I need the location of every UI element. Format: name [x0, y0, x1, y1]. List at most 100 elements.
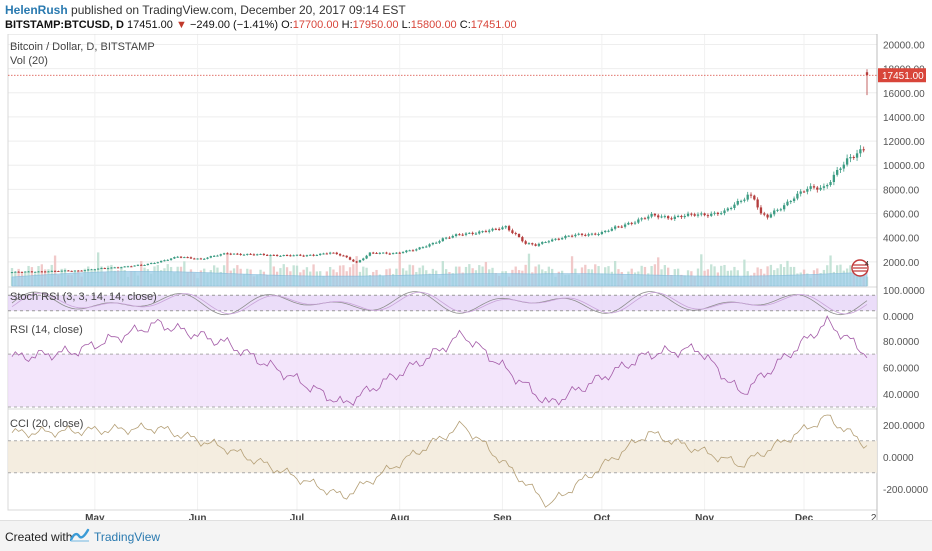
- footer: Created with TradingView: [0, 520, 932, 551]
- candle-body: [179, 256, 183, 258]
- volume-bar: [657, 257, 660, 286]
- candle-body: [90, 269, 93, 271]
- candle-body: [196, 258, 199, 260]
- candle-body: [70, 270, 73, 272]
- candle-body: [47, 271, 50, 273]
- high-label: H:: [341, 19, 353, 31]
- tradingview-brand-link[interactable]: TradingView: [94, 530, 161, 544]
- candle-body: [73, 270, 77, 272]
- candle-body: [670, 218, 673, 220]
- candle-body: [686, 213, 690, 216]
- candle-body: [395, 252, 398, 254]
- tradingview-logo-icon[interactable]: [70, 527, 90, 543]
- candle-body: [789, 201, 792, 203]
- candle-body: [494, 228, 497, 230]
- candle-body: [488, 230, 491, 232]
- candle-body: [497, 228, 501, 230]
- candle-body: [266, 254, 269, 256]
- candle-body: [653, 213, 657, 216]
- candle-body: [514, 233, 517, 235]
- candle-body: [140, 264, 143, 266]
- candle-body: [507, 226, 511, 231]
- candle-body: [269, 254, 272, 256]
- candle-body: [378, 252, 382, 254]
- candle-body: [398, 252, 401, 254]
- candle-body: [749, 194, 753, 196]
- candle-body: [726, 208, 729, 211]
- candle-body: [600, 231, 604, 235]
- candle-body: [613, 226, 617, 229]
- candle-body: [299, 254, 302, 256]
- candle-body: [226, 253, 229, 255]
- candle-body: [481, 231, 484, 233]
- candle-body: [733, 204, 736, 208]
- candle-body: [431, 242, 435, 245]
- low-value: 15800.00: [410, 19, 457, 31]
- candle-body: [640, 218, 643, 220]
- candle-body: [375, 252, 378, 254]
- candle-body: [322, 253, 325, 255]
- volume-ma-area: [11, 271, 868, 287]
- candle-body: [537, 243, 541, 246]
- volume-bar: [700, 254, 703, 286]
- stoch-band: [8, 295, 877, 311]
- candle-body: [332, 252, 335, 254]
- author-link[interactable]: HelenRush: [5, 3, 68, 17]
- candle-body: [405, 250, 408, 253]
- candle-body: [700, 213, 703, 215]
- volume-bar: [786, 260, 789, 286]
- candle-body: [279, 255, 282, 257]
- candle-body: [358, 260, 362, 263]
- volume-bar: [527, 253, 531, 286]
- candle-body: [782, 205, 786, 210]
- chart-area[interactable]: 20000.0018000.0016000.0014000.0012000.00…: [0, 34, 932, 520]
- candle-body: [100, 268, 103, 270]
- candle-body: [173, 257, 176, 259]
- created-with-text: Created with: [5, 530, 73, 544]
- rsi-tick-label: 60.0000: [883, 363, 920, 374]
- candle-body: [667, 216, 670, 219]
- candle-body: [604, 230, 607, 232]
- candle-body: [236, 253, 239, 255]
- chart-header: HelenRush published on TradingView.com, …: [0, 0, 932, 34]
- ohlc-line: BITSTAMP:BTCUSD, D 17451.00 ▼ −249.00 (−…: [5, 19, 517, 31]
- candle-body: [859, 149, 862, 154]
- candle-body: [53, 270, 57, 272]
- candle-body: [302, 255, 305, 257]
- publish-line: HelenRush published on TradingView.com, …: [5, 3, 406, 17]
- candle-body: [391, 253, 395, 255]
- candle-body: [474, 233, 478, 235]
- close-value: 17451.00: [470, 19, 517, 31]
- cci-tick-label: 200.0000: [883, 421, 925, 432]
- candle-body: [812, 186, 816, 188]
- candle-body: [799, 191, 802, 194]
- rsi-tick-label: 80.0000: [883, 337, 920, 348]
- candle-body: [312, 254, 315, 256]
- candle-body: [454, 234, 458, 236]
- candle-body: [285, 255, 289, 257]
- candle-body: [153, 263, 156, 265]
- candle-body: [428, 244, 431, 247]
- candle-body: [229, 253, 232, 255]
- candle-body: [617, 226, 620, 228]
- candle-body: [275, 255, 279, 257]
- candle-body: [819, 187, 822, 190]
- time-tick-label: Jul: [290, 513, 305, 520]
- stoch-d-line: [11, 291, 868, 315]
- candle-body: [106, 268, 110, 270]
- candle-body: [239, 253, 242, 255]
- candle-body: [352, 259, 355, 262]
- candle-body: [464, 233, 468, 235]
- price-tick-label: 2000.00: [883, 258, 920, 269]
- candle-body: [252, 254, 256, 256]
- candle-body: [146, 263, 150, 266]
- candle-body: [335, 252, 338, 255]
- candle-body: [766, 214, 769, 218]
- flag-icon: 4: [851, 259, 869, 277]
- candle-body: [826, 185, 829, 187]
- candle-body: [60, 270, 63, 272]
- candle-body: [338, 254, 342, 256]
- candle-body: [786, 201, 789, 206]
- candle-body: [176, 256, 179, 258]
- candle-body: [130, 266, 133, 268]
